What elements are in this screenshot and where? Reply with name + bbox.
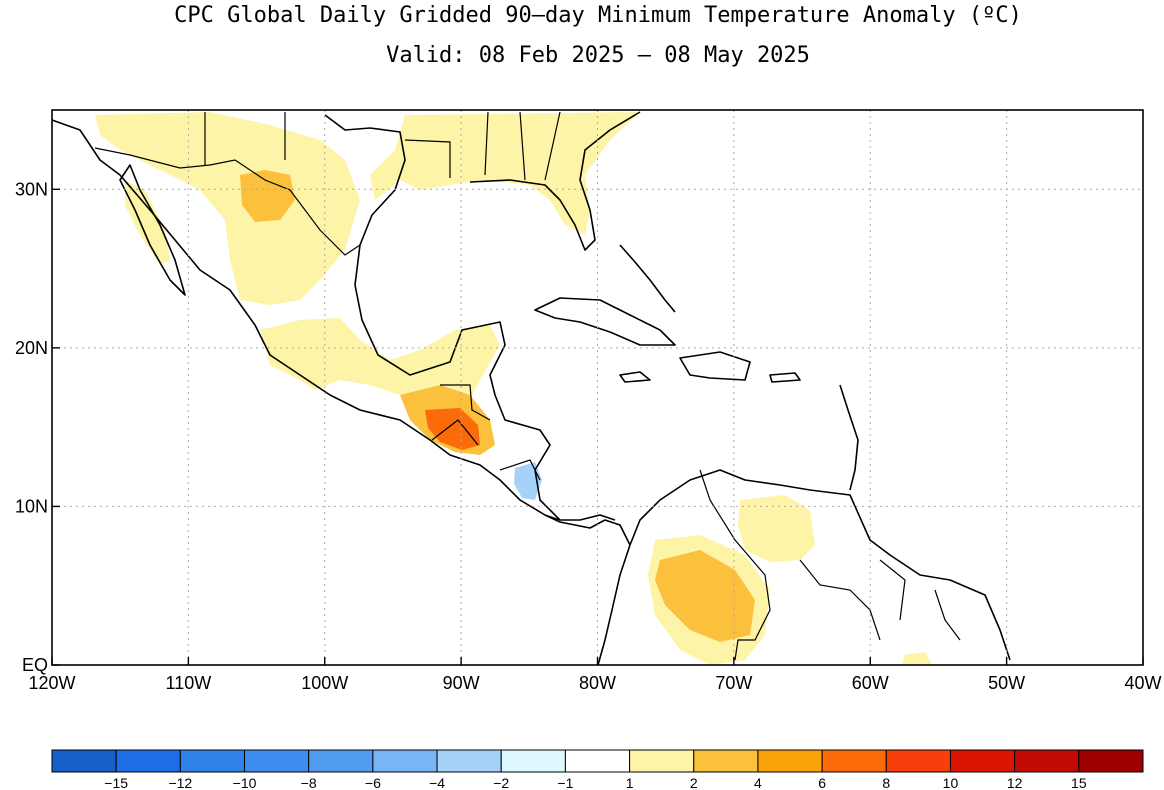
map-subtitle: Valid: 08 Feb 2025 — 08 May 2025 bbox=[386, 43, 810, 68]
y-axis: EQ 10N 20N 30N bbox=[15, 179, 60, 675]
colorbar-label: −6 bbox=[365, 775, 381, 790]
coast-pacific-mexico bbox=[51, 119, 631, 546]
colorbar-label: 10 bbox=[943, 775, 959, 790]
x-tick-label: 110W bbox=[166, 673, 212, 693]
colorbar-swatch bbox=[308, 749, 374, 773]
colorbar-label: −2 bbox=[493, 775, 509, 790]
colorbar-label: 15 bbox=[1071, 775, 1087, 790]
anomaly-area-baja bbox=[125, 180, 170, 265]
colorbar-label: −4 bbox=[429, 775, 445, 790]
anomaly-area-northern-mexico bbox=[95, 112, 360, 305]
coastlines bbox=[51, 111, 1011, 666]
colorbar-swatch bbox=[757, 749, 823, 773]
anomaly-area-southeast-us bbox=[370, 112, 640, 235]
map-panel: 120W 110W 100W 90W 80W 70W 60W 50W 40W EQ 10N 20N 3… bbox=[15, 109, 1162, 693]
coast-south-america-pacific bbox=[597, 544, 631, 666]
border-south-america bbox=[699, 469, 961, 661]
anomaly-area-venezuela bbox=[738, 495, 815, 562]
colorbar-swatch bbox=[1078, 749, 1144, 773]
x-tick-label: 80W bbox=[579, 673, 616, 693]
y-tick-label: EQ bbox=[22, 655, 48, 675]
colorbar-swatch bbox=[1014, 749, 1080, 773]
colorbar-swatch bbox=[115, 749, 181, 773]
anomaly-area-sierra-madre bbox=[240, 170, 295, 222]
anomaly-shading bbox=[95, 112, 932, 665]
coast-puerto-rico bbox=[769, 372, 801, 383]
coast-jamaica bbox=[619, 371, 651, 383]
coast-florida-east bbox=[469, 111, 641, 251]
colorbar-swatch bbox=[629, 749, 695, 773]
colorbar-label: 8 bbox=[882, 775, 890, 790]
colorbar-swatch bbox=[244, 749, 310, 773]
coast-hispaniola bbox=[679, 351, 751, 381]
x-tick-label: 50W bbox=[988, 673, 1025, 693]
x-tick-label: 70W bbox=[715, 673, 752, 693]
x-axis: 120W 110W 100W 90W 80W 70W 60W 50W 40W bbox=[28, 657, 1162, 693]
colorbar-label: 12 bbox=[1007, 775, 1023, 790]
colorbar-swatch bbox=[500, 749, 566, 773]
map-gridlines bbox=[52, 110, 1143, 665]
x-tick-label: 120W bbox=[28, 673, 75, 693]
colorbar-label: −8 bbox=[301, 775, 317, 790]
colorbar-swatch bbox=[821, 749, 887, 773]
colorbar-swatch bbox=[51, 749, 117, 773]
colorbar-label: 4 bbox=[754, 775, 762, 790]
x-tick-label: 90W bbox=[443, 673, 480, 693]
border-us-states bbox=[204, 111, 561, 181]
colorbar-swatch bbox=[436, 749, 502, 773]
colorbar-label: 2 bbox=[690, 775, 698, 790]
colorbar-label: −1 bbox=[557, 775, 573, 790]
x-tick-label: 60W bbox=[852, 673, 889, 693]
colorbar-label: −12 bbox=[168, 775, 192, 790]
x-tick-label: 40W bbox=[1124, 673, 1161, 693]
political-borders bbox=[94, 111, 961, 661]
colorbar-swatch bbox=[949, 749, 1016, 773]
coast-cuba bbox=[534, 297, 676, 346]
anomaly-area-guatemala-hot bbox=[425, 408, 480, 450]
colorbar-swatch bbox=[693, 749, 759, 773]
colorbar-label: −15 bbox=[104, 775, 128, 790]
colorbar-label: 1 bbox=[626, 775, 634, 790]
colorbar-label: 6 bbox=[818, 775, 826, 790]
coast-lesser-antilles bbox=[839, 384, 859, 491]
y-tick-label: 30N bbox=[15, 179, 48, 199]
map-title: CPC Global Daily Gridded 90—day Minimum … bbox=[174, 3, 1022, 28]
border-central-america bbox=[431, 384, 561, 521]
coast-central-america-caribbean bbox=[494, 394, 616, 521]
anomaly-area-colombia-warm bbox=[655, 550, 755, 642]
x-tick-label: 100W bbox=[301, 673, 348, 693]
coast-baja-california bbox=[119, 164, 186, 296]
coast-gulf-of-mexico bbox=[324, 114, 506, 396]
colorbar: −15 −12 −10 −8 −6 −4 −2 −1 1 2 4 6 8 10 12 15 bbox=[51, 749, 1144, 790]
anomaly-area-southern-mexico bbox=[260, 318, 500, 400]
colorbar-swatch bbox=[179, 749, 246, 773]
border-us-mexico bbox=[94, 147, 361, 256]
colorbar-label: −10 bbox=[233, 775, 257, 790]
colorbar-swatch bbox=[372, 749, 438, 773]
anomaly-area-guyana bbox=[902, 652, 932, 665]
colorbar-swatch bbox=[885, 749, 951, 773]
coast-south-america-north bbox=[629, 469, 1011, 661]
colorbar-swatch bbox=[564, 749, 631, 773]
y-tick-label: 10N bbox=[15, 496, 48, 516]
y-tick-label: 20N bbox=[15, 338, 48, 358]
coast-bahamas bbox=[619, 244, 676, 313]
